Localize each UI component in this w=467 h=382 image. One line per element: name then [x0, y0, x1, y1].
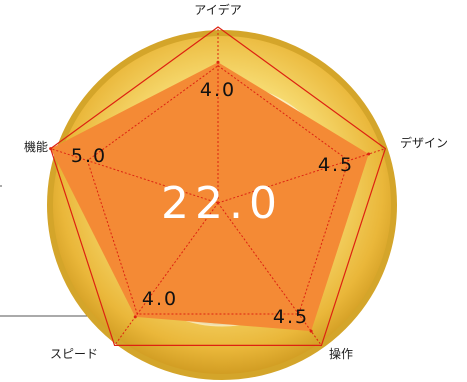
total-score: 22.0 [161, 178, 283, 229]
data-point-4 [133, 315, 137, 319]
axis-spoke-3 [217, 202, 322, 346]
axis-spoke-4 [114, 202, 219, 346]
data-point-3 [309, 329, 313, 333]
value-label-3: 4.5 [273, 306, 309, 328]
value-label-5: 5.0 [71, 145, 107, 167]
axis-spoke-2 [217, 148, 386, 204]
data-point-1 [216, 60, 220, 64]
axis-label-4: スピード [50, 347, 98, 361]
outer-pentagon [49, 26, 387, 346]
axis-label-2: デザイン [400, 135, 448, 150]
inner-pentagon [86, 65, 350, 315]
value-label-2: 4.5 [318, 154, 354, 176]
data-point-5 [49, 147, 53, 151]
data-point-2 [367, 152, 371, 156]
axis-label-1: アイデア [194, 2, 241, 17]
chart-disc-rim [47, 30, 397, 380]
value-label-1: 4.0 [200, 79, 236, 101]
axis-label-5: 機能 [24, 139, 48, 154]
value-label-4: 4.0 [142, 288, 178, 310]
axis-label-3: 操作 [329, 346, 353, 361]
data-area [50, 62, 369, 332]
axis-spoke-5 [50, 148, 219, 204]
